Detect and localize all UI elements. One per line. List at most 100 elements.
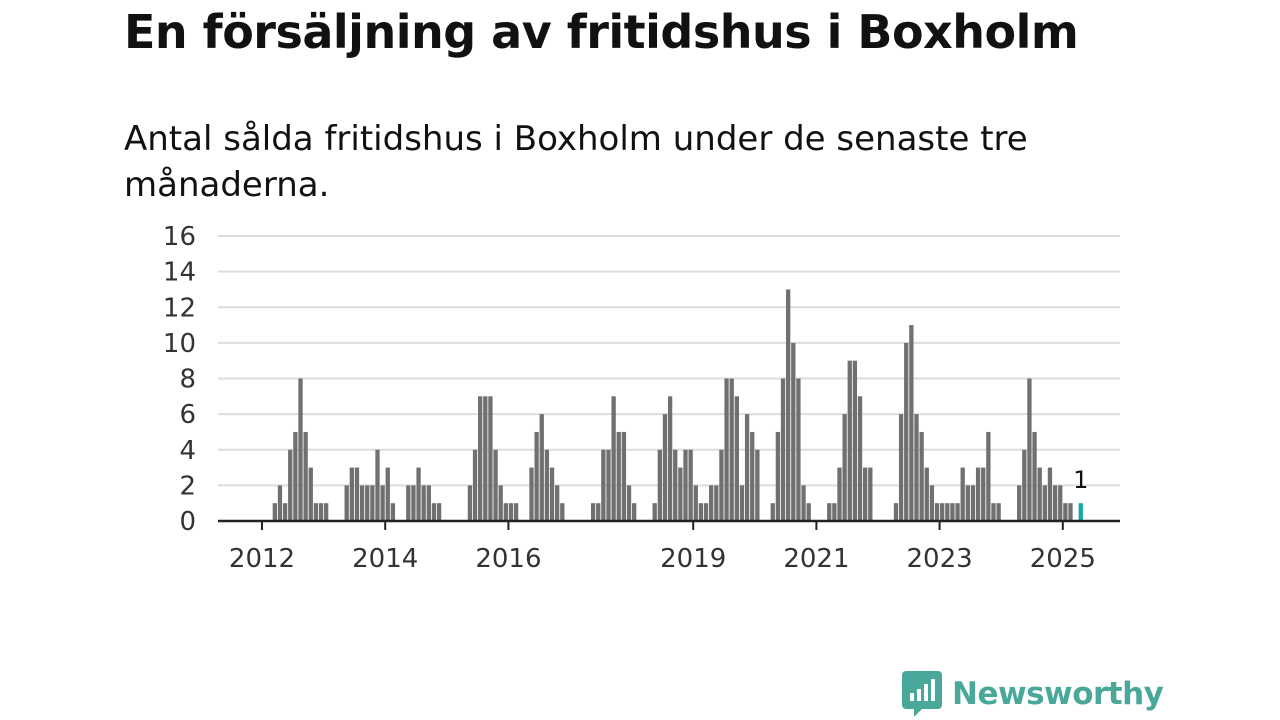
bar bbox=[667, 396, 673, 521]
bar bbox=[421, 485, 426, 521]
bar bbox=[709, 485, 714, 521]
y-tick-label: 0 bbox=[179, 507, 196, 537]
bar bbox=[1027, 378, 1032, 521]
bar bbox=[539, 414, 544, 521]
bar bbox=[693, 485, 698, 521]
bar bbox=[611, 396, 616, 521]
bar bbox=[493, 449, 498, 521]
bar bbox=[827, 503, 832, 521]
bar bbox=[293, 431, 298, 521]
y-tick-label: 6 bbox=[179, 400, 196, 430]
bar bbox=[868, 467, 873, 521]
bar bbox=[303, 431, 308, 521]
bar bbox=[960, 467, 965, 521]
annotations: 1 bbox=[1073, 466, 1088, 494]
bar bbox=[734, 396, 739, 521]
bar bbox=[904, 342, 909, 521]
bar bbox=[786, 289, 791, 521]
bar bbox=[472, 449, 478, 521]
bar bbox=[729, 378, 734, 521]
bar bbox=[1047, 467, 1053, 521]
bar bbox=[852, 360, 858, 521]
y-tick-label: 4 bbox=[179, 436, 196, 466]
bar bbox=[478, 396, 483, 521]
bar bbox=[945, 503, 950, 521]
bar bbox=[1037, 467, 1042, 521]
newsworthy-chat-bars-icon bbox=[902, 671, 942, 717]
bar bbox=[801, 485, 806, 521]
y-tick-label: 14 bbox=[163, 258, 196, 288]
bar bbox=[662, 414, 668, 521]
bar bbox=[673, 449, 678, 521]
bar bbox=[986, 431, 991, 521]
y-axis-ticks: 0 2 4 6 8 10 12 14 16 bbox=[163, 222, 196, 537]
x-tick-label: 2012 bbox=[229, 544, 295, 574]
bar bbox=[431, 503, 437, 521]
bar bbox=[549, 467, 555, 521]
bar bbox=[560, 503, 565, 521]
bar bbox=[503, 503, 508, 521]
bar bbox=[909, 325, 914, 521]
bar bbox=[308, 467, 313, 521]
bar bbox=[955, 503, 960, 521]
bar bbox=[863, 467, 868, 521]
bar bbox=[555, 485, 560, 521]
bar bbox=[1042, 485, 1047, 521]
bar bbox=[975, 467, 981, 521]
bar bbox=[616, 431, 621, 521]
bar bbox=[996, 503, 1001, 521]
bar bbox=[272, 503, 277, 521]
y-tick-label: 16 bbox=[163, 222, 196, 252]
x-tick-label: 2021 bbox=[783, 544, 849, 574]
bar bbox=[1058, 485, 1063, 521]
bar bbox=[344, 485, 349, 521]
bar bbox=[390, 503, 396, 521]
bar bbox=[359, 485, 365, 521]
bar bbox=[498, 485, 503, 521]
chart-subtitle: Antal sålda fritidshus i Boxholm under d… bbox=[124, 119, 1028, 205]
bar bbox=[298, 378, 303, 521]
bar bbox=[893, 503, 899, 521]
bar bbox=[919, 431, 924, 521]
brand-name: Newsworthy bbox=[952, 676, 1164, 712]
bar bbox=[632, 503, 637, 521]
bar bbox=[770, 503, 775, 521]
bar bbox=[277, 485, 283, 521]
bar bbox=[1052, 485, 1058, 521]
bars bbox=[272, 289, 1083, 521]
bar bbox=[837, 467, 842, 521]
bar bbox=[683, 449, 688, 521]
bar bbox=[1032, 431, 1037, 521]
bar bbox=[467, 485, 473, 521]
bar bbox=[970, 485, 976, 521]
bar bbox=[370, 485, 375, 521]
bar bbox=[934, 503, 940, 521]
bar bbox=[940, 503, 945, 521]
bar bbox=[791, 342, 796, 521]
bar bbox=[1063, 503, 1068, 521]
bar bbox=[657, 449, 662, 521]
bar bbox=[534, 431, 539, 521]
bar bbox=[488, 396, 493, 521]
newsworthy-logo: Newsworthy bbox=[902, 671, 1164, 717]
bar bbox=[724, 378, 729, 521]
bar bbox=[796, 378, 801, 521]
x-tick-label: 2019 bbox=[660, 544, 726, 574]
bar bbox=[688, 449, 693, 521]
bar bbox=[313, 503, 319, 521]
bar bbox=[282, 503, 288, 521]
bar bbox=[755, 449, 760, 521]
bar bbox=[652, 503, 657, 521]
y-tick-label: 10 bbox=[163, 329, 196, 359]
bar bbox=[744, 414, 750, 521]
bar bbox=[513, 503, 519, 521]
bar bbox=[406, 485, 411, 521]
bar bbox=[780, 378, 786, 521]
highlight-value-label: 1 bbox=[1073, 466, 1088, 494]
highlight-bar bbox=[1078, 503, 1083, 521]
bar bbox=[703, 503, 709, 521]
bar bbox=[590, 503, 596, 521]
bar bbox=[288, 449, 293, 521]
bar bbox=[426, 485, 431, 521]
